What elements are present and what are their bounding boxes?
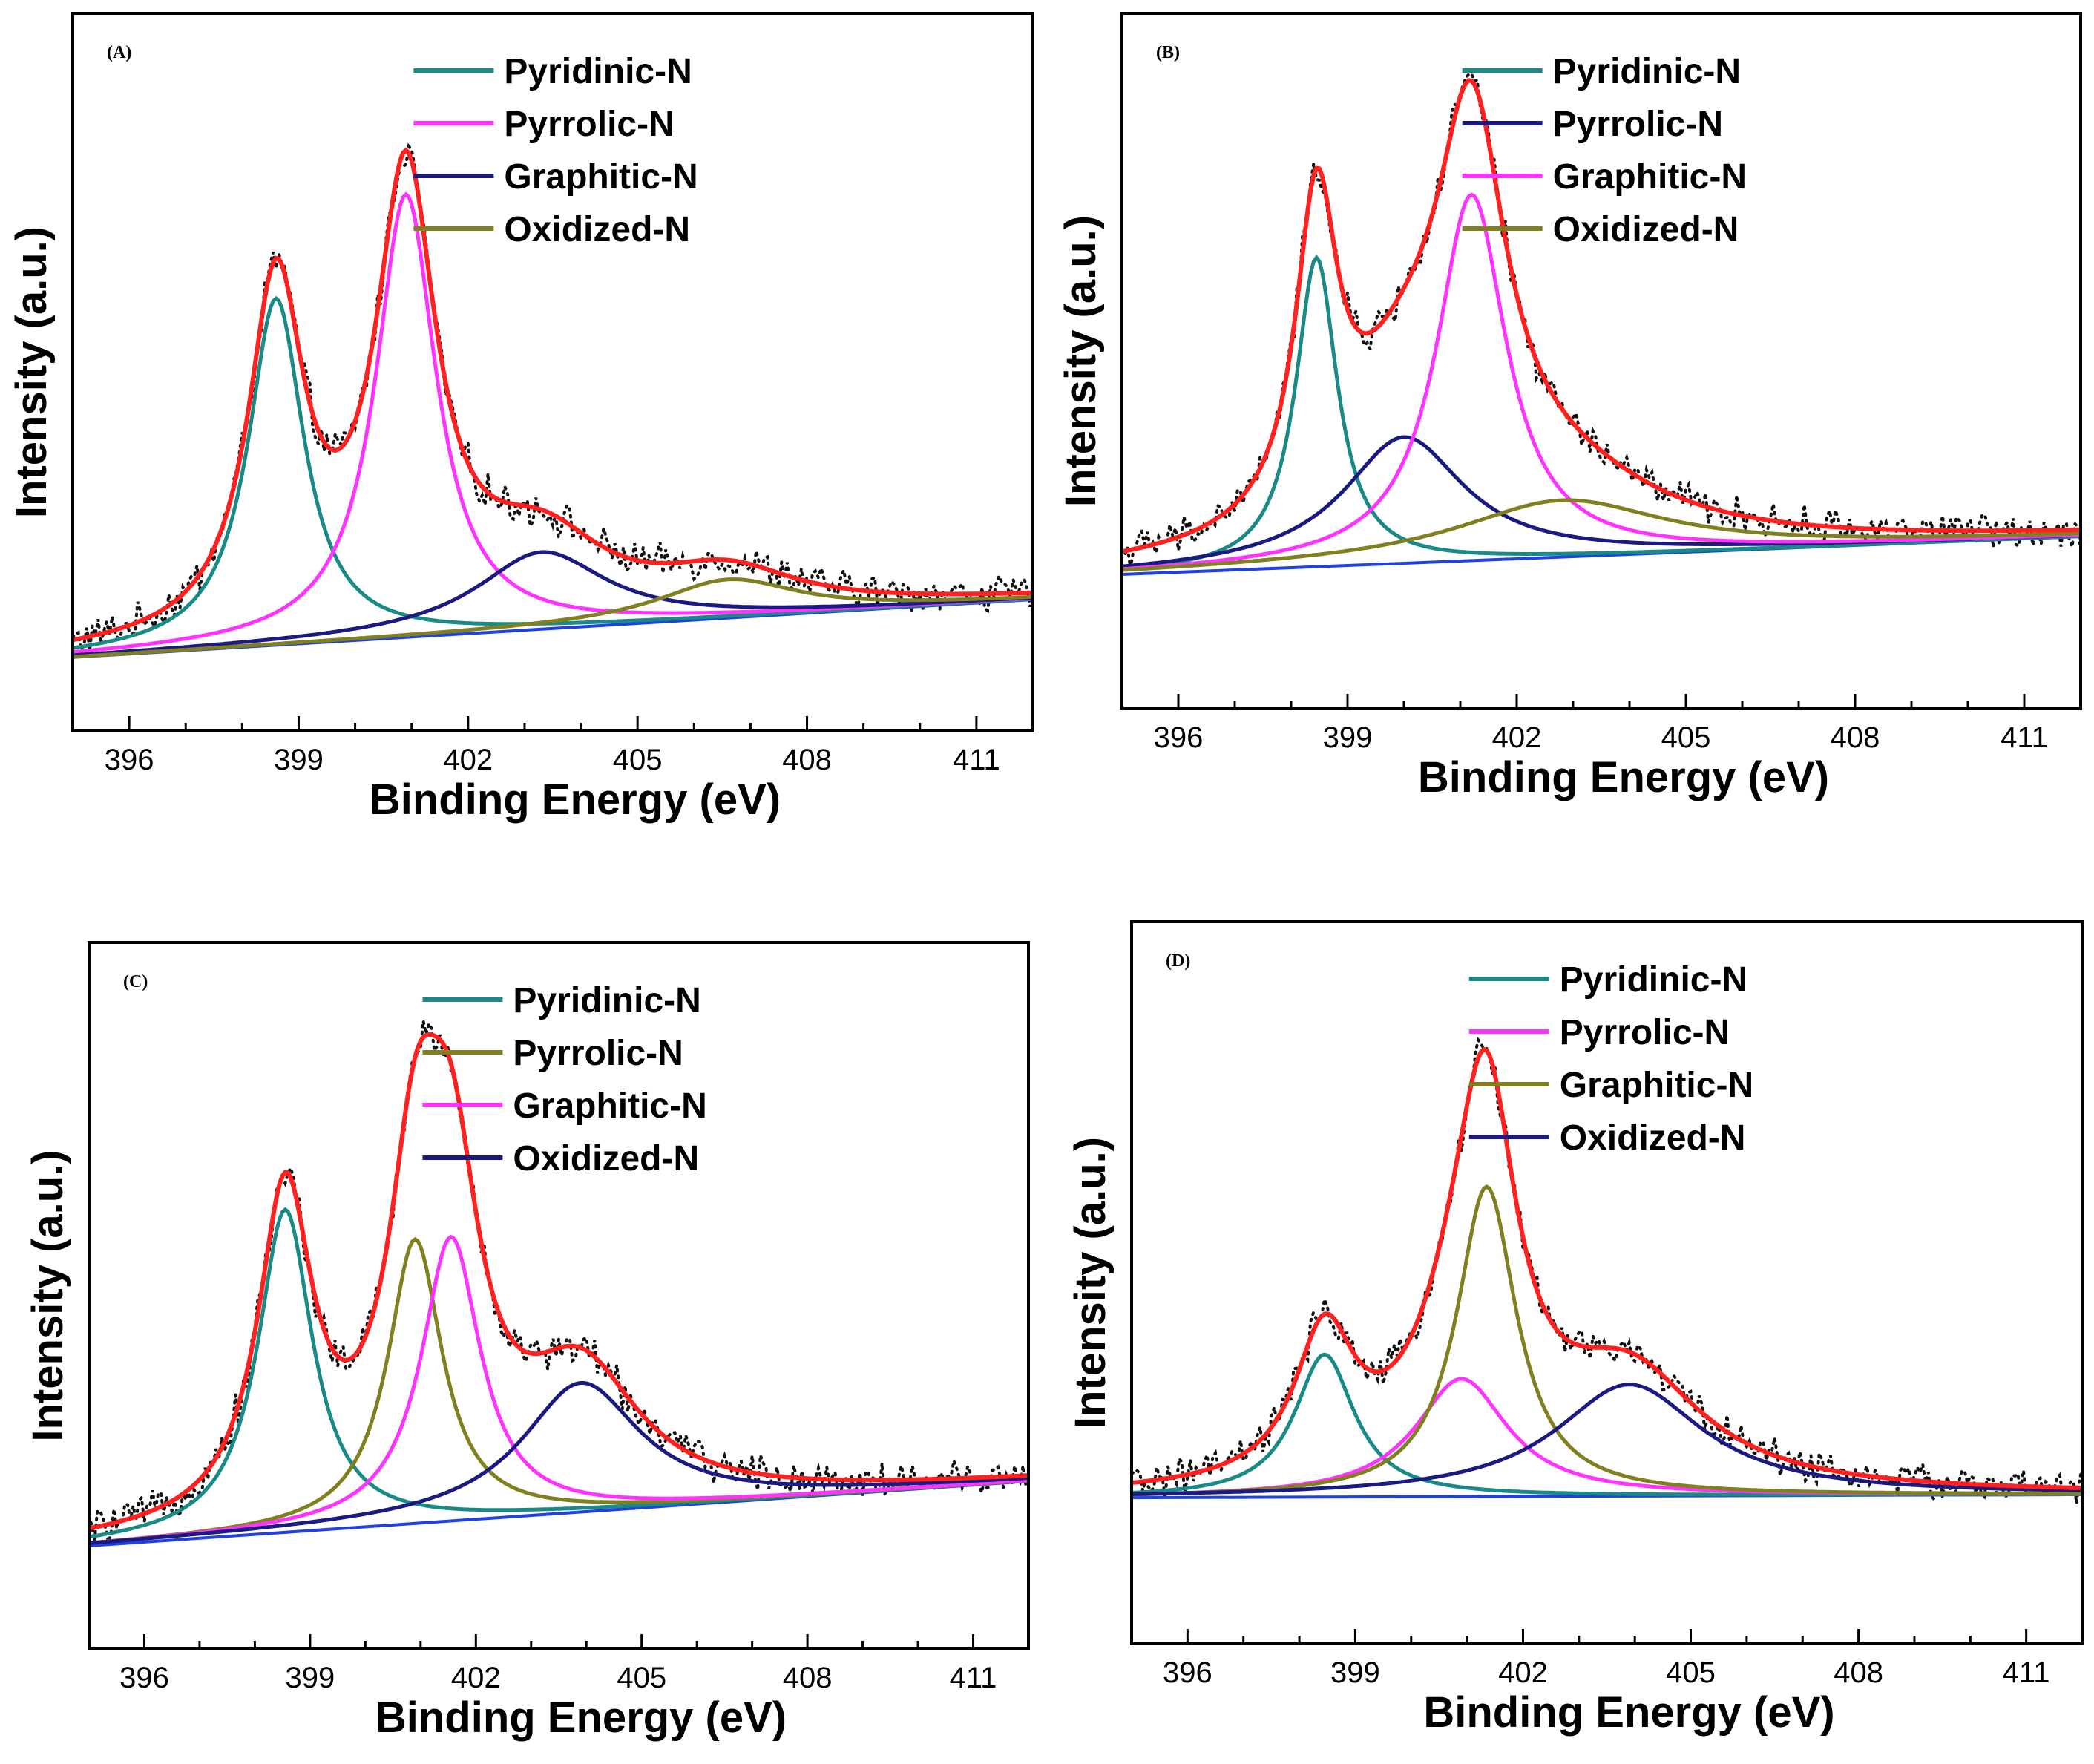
x-axis-title: Binding Energy (eV)	[1418, 753, 1829, 801]
raw-data-dotted-line	[1132, 1037, 2082, 1504]
raw-data-dotted-line	[1122, 72, 2081, 569]
x-tick-label: 411	[2001, 721, 2048, 754]
fit-envelope	[89, 1032, 1028, 1531]
plot-frame	[71, 12, 1034, 732]
peak-pyridinic-n	[73, 295, 1033, 650]
legend-label: Graphitic-N	[504, 157, 698, 197]
x-tick-label: 396	[105, 744, 154, 776]
peak-oxidized-n	[1132, 1383, 2082, 1496]
x-tick-label: 408	[782, 744, 832, 776]
panel-label: (C)	[123, 972, 148, 991]
legend-label: Pyridinic-N	[1560, 960, 1747, 1000]
x-tick-label: 402	[1498, 1656, 1548, 1689]
fit-envelope	[73, 147, 1033, 643]
legend: Pyridinic-N Pyrrolic-N Graphitic-N Oxidized…	[413, 52, 698, 249]
peak-oxidized-n	[89, 1381, 1028, 1545]
x-tick-label: 399	[286, 1662, 335, 1694]
legend: Pyridinic-N Pyrrolic-N Graphitic-N Oxidized…	[1462, 52, 1747, 249]
x-tick-label: 396	[119, 1662, 169, 1694]
x-tick-label: 396	[1154, 721, 1204, 754]
x-tick-label: 402	[451, 1662, 501, 1694]
fit-envelope	[1132, 1046, 2082, 1490]
x-axis: 396 399 402 405 408 411	[1120, 694, 2082, 754]
x-tick-label: 405	[1666, 1656, 1716, 1689]
legend-label: Graphitic-N	[1560, 1066, 1753, 1105]
legend-label: Oxidized-N	[513, 1139, 699, 1178]
legend: Pyridinic-N Pyrrolic-N Graphitic-N Oxidized…	[1468, 960, 1753, 1158]
x-tick-label: 399	[1323, 721, 1373, 754]
legend-label: Graphitic-N	[1553, 157, 1747, 197]
plot-frame	[88, 941, 1030, 1650]
x-tick-label: 402	[443, 744, 493, 776]
x-axis-title: Binding Energy (eV)	[370, 776, 781, 824]
x-tick-label: 405	[1661, 721, 1711, 754]
legend-label: Pyrrolic-N	[513, 1034, 683, 1073]
legend-label: Oxidized-N	[504, 210, 690, 249]
legend-label: Pyrrolic-N	[1553, 105, 1723, 144]
peak-pyrrolic-n	[89, 1236, 1028, 1545]
peak-oxidized-n	[73, 577, 1033, 659]
x-tick-label: 408	[1834, 1656, 1883, 1689]
x-tick-label: 399	[1330, 1656, 1380, 1689]
panel-label: (B)	[1156, 43, 1180, 62]
x-tick-label: 399	[274, 744, 324, 776]
legend-label: Pyrrolic-N	[504, 105, 674, 144]
chart-panel-c: 396 399 402 405 408 411 Binding Energy (eV) Int…	[24, 941, 1030, 1742]
x-tick-label: 396	[1163, 1656, 1212, 1689]
chart-panel-a: 396 399 402 405 408 411 Binding Energy (eV) Int…	[7, 12, 1034, 824]
x-axis-title: Binding Energy (eV)	[1423, 1688, 1834, 1737]
peak-graphitic-n	[1132, 1184, 2082, 1497]
peak-pyrrolic-n	[1132, 1377, 2082, 1497]
peak-graphitic-n	[89, 1234, 1028, 1545]
plot-area	[73, 142, 1033, 659]
peak-pyrrolic-n	[73, 191, 1033, 655]
x-tick-label: 411	[2003, 1656, 2050, 1689]
fit-envelope	[1122, 78, 2081, 554]
x-tick-label: 405	[613, 744, 663, 776]
x-tick-label: 405	[617, 1662, 666, 1694]
panel-label: (A)	[107, 43, 131, 62]
x-axis: 396 399 402 405 408 411	[71, 716, 1034, 776]
plot-frame	[1130, 920, 2084, 1645]
legend-label: Oxidized-N	[1560, 1118, 1746, 1158]
peak-graphitic-n	[73, 550, 1033, 658]
x-tick-label: 408	[1831, 721, 1880, 754]
peak-oxidized-n	[1122, 498, 2081, 572]
legend-label: Pyridinic-N	[504, 52, 692, 91]
chart-panel-d: 396 399 402 405 408 411 Binding Energy (eV) Int…	[1066, 920, 2084, 1737]
panel-label: (D)	[1166, 951, 1190, 971]
x-tick-label: 411	[950, 1662, 997, 1694]
legend-label: Oxidized-N	[1553, 210, 1739, 249]
x-axis-title: Binding Energy (eV)	[375, 1693, 787, 1742]
chart-panel-b: 396 399 402 405 408 411 Binding Energy (eV) Int…	[1057, 12, 2082, 801]
plot-area	[89, 1020, 1028, 1547]
x-tick-label: 411	[953, 744, 1000, 776]
y-axis-title: Intensity (a.u.)	[24, 1150, 72, 1441]
peak-pyridinic-n	[1122, 254, 2081, 571]
legend-label: Pyridinic-N	[513, 981, 700, 1020]
plot-frame	[1120, 12, 2082, 710]
y-axis-title: Intensity (a.u.)	[1066, 1137, 1115, 1429]
legend: Pyridinic-N Pyrrolic-N Graphitic-N Oxidized…	[422, 981, 707, 1178]
peak-graphitic-n	[1122, 192, 2081, 571]
plot-area	[1122, 72, 2081, 576]
plot-area	[1132, 1037, 2082, 1504]
y-axis-title: Intensity (a.u.)	[1057, 215, 1105, 507]
y-axis-title: Intensity (a.u.)	[7, 226, 56, 518]
x-axis: 396 399 402 405 408 411	[1130, 1629, 2084, 1689]
x-tick-label: 408	[783, 1662, 833, 1694]
x-tick-label: 402	[1492, 721, 1542, 754]
legend-label: Pyrrolic-N	[1560, 1013, 1730, 1052]
legend-label: Graphitic-N	[513, 1086, 706, 1126]
x-axis: 396 399 402 405 408 411	[88, 1634, 1030, 1694]
legend-label: Pyridinic-N	[1553, 52, 1741, 91]
